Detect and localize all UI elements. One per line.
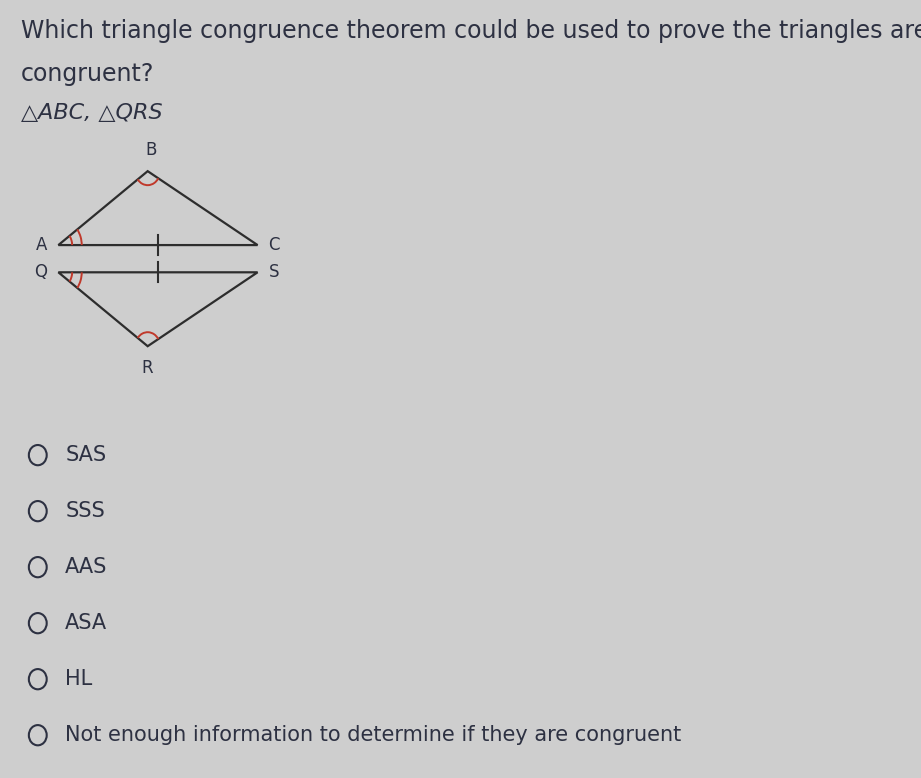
Text: Q: Q: [34, 263, 47, 282]
Text: AAS: AAS: [65, 557, 108, 577]
Text: SAS: SAS: [65, 445, 107, 465]
Text: S: S: [269, 263, 279, 282]
Text: ASA: ASA: [65, 613, 108, 633]
Text: C: C: [269, 236, 280, 254]
Text: A: A: [36, 236, 47, 254]
Text: R: R: [142, 359, 154, 377]
Text: SSS: SSS: [65, 501, 105, 521]
Text: congruent?: congruent?: [20, 62, 154, 86]
Text: HL: HL: [65, 669, 92, 689]
Text: Not enough information to determine if they are congruent: Not enough information to determine if t…: [65, 725, 682, 745]
Text: Which triangle congruence theorem could be used to prove the triangles are *: Which triangle congruence theorem could …: [20, 19, 921, 44]
Text: B: B: [146, 141, 157, 159]
Text: △ABC, △QRS: △ABC, △QRS: [20, 103, 162, 123]
